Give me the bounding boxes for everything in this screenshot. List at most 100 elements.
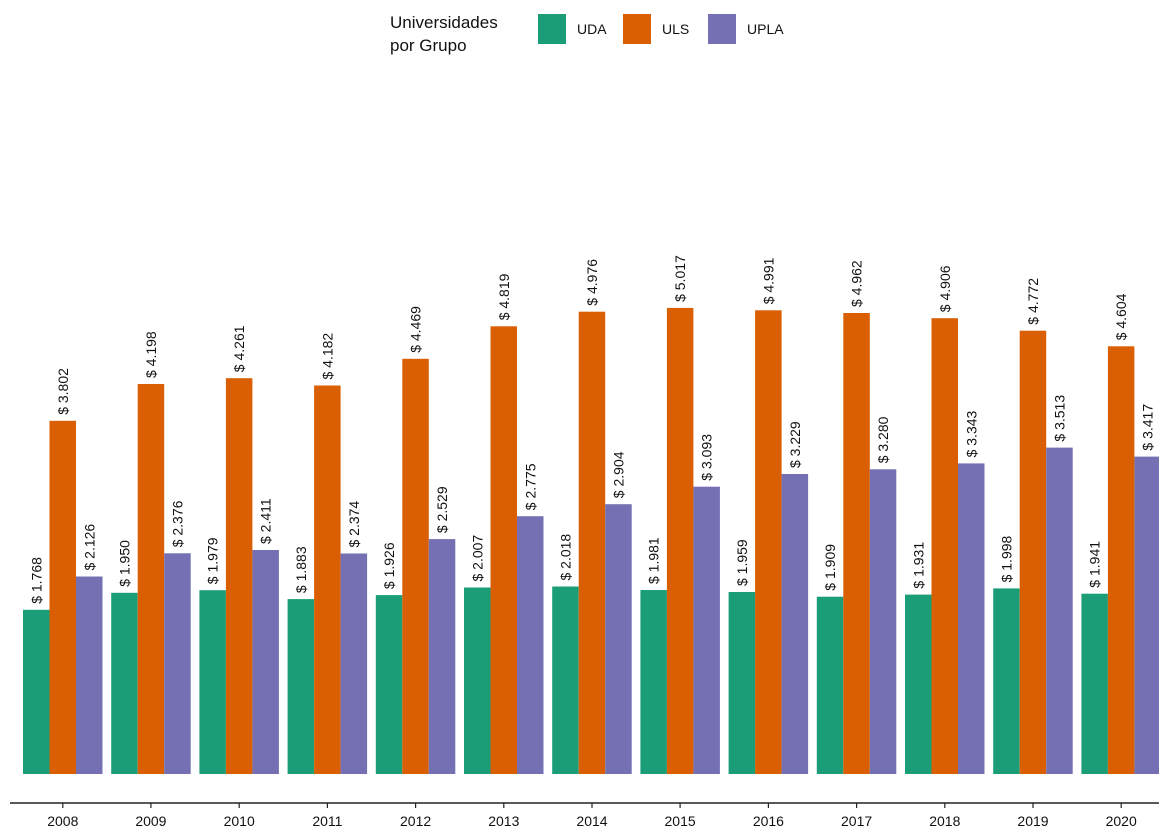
value-label-uda-2019: $ 1.998: [999, 535, 1015, 582]
bar-uls-2017: [843, 313, 870, 774]
bar-uls-2008: [49, 420, 76, 774]
value-label-uda-2014: $ 2.018: [558, 534, 574, 581]
value-label-uda-2017: $ 1.909: [822, 544, 838, 591]
bar-uda-2014: [552, 586, 579, 774]
bar-uda-2008: [23, 609, 50, 774]
value-label-uda-2020: $ 1.941: [1087, 541, 1103, 588]
value-label-uda-2009: $ 1.950: [116, 540, 132, 587]
x-tick-label-2009: 2009: [135, 813, 166, 829]
value-label-upla-2020: $ 3.417: [1140, 404, 1156, 451]
legend-label-uda: UDA: [577, 21, 607, 37]
bar-uda-2020: [1081, 593, 1108, 774]
legend-key-upla: [708, 14, 736, 44]
value-label-uda-2010: $ 1.979: [205, 537, 221, 584]
value-label-uda-2018: $ 1.931: [910, 542, 926, 589]
x-tick-label-2010: 2010: [224, 813, 255, 829]
x-tick-label-2019: 2019: [1017, 813, 1048, 829]
x-tick-label-2017: 2017: [841, 813, 872, 829]
x-tick-label-2015: 2015: [665, 813, 696, 829]
bar-uda-2017: [816, 596, 844, 774]
x-tick-label-2008: 2008: [47, 813, 78, 829]
bar-uls-2019: [1019, 330, 1047, 774]
bar-upla-2015: [693, 486, 720, 774]
bar-upla-2008: [76, 576, 103, 774]
value-label-uls-2013: $ 4.819: [496, 273, 512, 320]
value-label-uls-2009: $ 4.198: [143, 331, 159, 378]
bar-uls-2015: [666, 307, 694, 774]
legend-label-upla: UPLA: [747, 21, 784, 37]
bar-uls-2018: [931, 318, 958, 774]
value-label-uls-2014: $ 4.976: [584, 259, 600, 306]
value-label-uls-2015: $ 5.017: [672, 255, 688, 302]
bar-upla-2013: [517, 516, 544, 774]
value-label-uls-2012: $ 4.469: [408, 306, 424, 353]
bar-upla-2011: [340, 553, 368, 774]
bar-uls-2014: [578, 311, 606, 774]
legend: Universidades por Grupo UDA ULS UPLA: [390, 13, 784, 55]
value-label-uls-2011: $ 4.182: [319, 333, 335, 380]
x-tick-label-2018: 2018: [929, 813, 960, 829]
bars-group: [23, 307, 1159, 774]
bar-uls-2016: [755, 310, 782, 774]
x-tick-label-2020: 2020: [1106, 813, 1137, 829]
legend-key-uls: [623, 14, 651, 44]
bar-uls-2012: [402, 358, 429, 774]
bar-uda-2009: [111, 592, 138, 774]
value-labels-group: $ 1.768 $ 3.802 $ 2.126 $ 1.950 $ 4.198 $ 2.3…: [28, 255, 1155, 604]
value-label-uda-2012: $ 1.926: [381, 542, 397, 589]
value-label-uda-2015: $ 1.981: [646, 537, 662, 584]
value-label-upla-2016: $ 3.229: [787, 421, 803, 468]
value-label-uls-2018: $ 4.906: [937, 265, 953, 312]
bar-uda-2016: [728, 592, 756, 774]
bar-uls-2013: [490, 326, 517, 774]
bar-uls-2020: [1107, 346, 1135, 774]
value-label-upla-2012: $ 2.529: [434, 486, 450, 533]
value-label-upla-2019: $ 3.513: [1052, 395, 1068, 442]
x-axis-ticks: 2008 2009 2010 2011 2012 2013 2014 2015 2016 2017…: [47, 803, 1137, 829]
x-tick-label-2011: 2011: [312, 813, 342, 829]
x-tick-label-2016: 2016: [753, 813, 784, 829]
value-label-uls-2020: $ 4.604: [1113, 293, 1129, 340]
bar-upla-2009: [164, 553, 191, 774]
legend-key-uda: [538, 14, 566, 44]
value-label-upla-2008: $ 2.126: [81, 524, 97, 571]
x-tick-label-2014: 2014: [576, 813, 607, 829]
value-label-uls-2019: $ 4.772: [1025, 278, 1041, 325]
bar-uls-2009: [137, 384, 165, 774]
bar-upla-2020: [1134, 456, 1159, 774]
bar-upla-2017: [869, 469, 897, 774]
value-label-upla-2010: $ 2.411: [258, 498, 274, 544]
bar-uda-2013: [464, 587, 491, 774]
bar-uda-2018: [905, 594, 932, 774]
bar-upla-2012: [428, 539, 456, 774]
bar-upla-2014: [605, 504, 632, 774]
bar-uda-2015: [640, 590, 667, 774]
legend-title-line-1: Universidades: [390, 13, 498, 32]
value-label-upla-2013: $ 2.775: [522, 463, 538, 510]
value-label-uls-2010: $ 4.261: [231, 325, 247, 372]
value-label-uda-2013: $ 2.007: [469, 535, 485, 582]
bar-uda-2012: [375, 595, 403, 774]
value-label-uls-2008: $ 3.802: [55, 368, 71, 415]
value-label-upla-2018: $ 3.343: [963, 410, 979, 457]
legend-label-uls: ULS: [662, 21, 689, 37]
x-tick-label-2013: 2013: [488, 813, 519, 829]
legend-items: UDA ULS UPLA: [538, 14, 784, 44]
value-label-upla-2015: $ 3.093: [699, 434, 715, 481]
value-label-uda-2011: $ 1.883: [293, 546, 309, 593]
x-tick-label-2012: 2012: [400, 813, 431, 829]
value-label-upla-2014: $ 2.904: [611, 451, 627, 498]
bar-uda-2010: [199, 590, 226, 774]
bar-upla-2019: [1046, 447, 1073, 774]
bar-upla-2016: [781, 474, 809, 774]
value-label-uda-2016: $ 1.959: [734, 539, 750, 586]
value-label-upla-2017: $ 3.280: [875, 416, 891, 463]
value-label-upla-2011: $ 2.374: [346, 501, 362, 548]
value-label-uda-2008: $ 1.768: [28, 557, 44, 604]
value-label-uls-2017: $ 4.962: [849, 260, 865, 307]
bar-uls-2011: [314, 385, 341, 774]
bar-upla-2010: [252, 550, 279, 774]
value-label-upla-2009: $ 2.376: [169, 500, 185, 547]
